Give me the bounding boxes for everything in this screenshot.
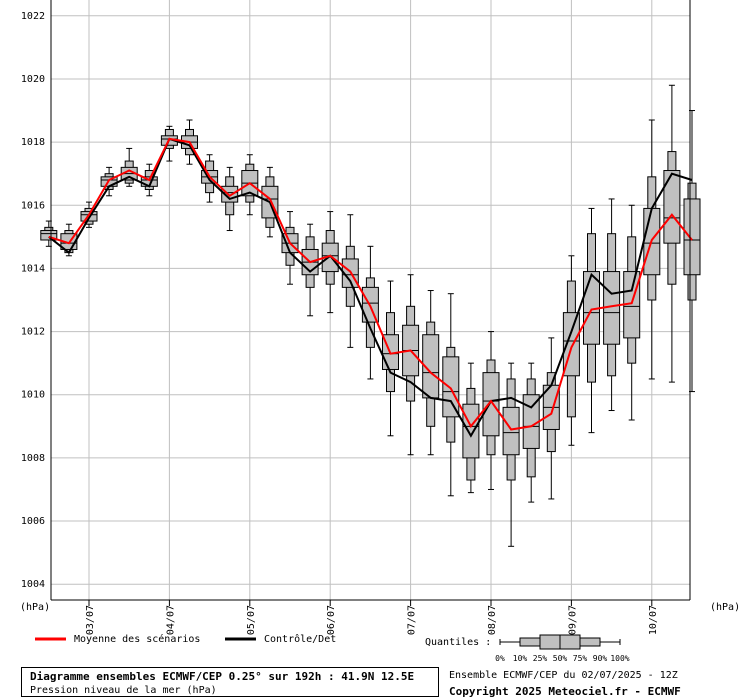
y-tick-label: 1012 [21, 327, 45, 338]
x-tick-label: 03/07 [85, 605, 96, 635]
quantiles-ticks: 0% 10% 25% 50% 75% 90% 100% [495, 654, 630, 663]
legend-mean-label: Moyenne des scénarios [74, 633, 200, 645]
control-line [48, 137, 693, 438]
ensemble-box [683, 110, 701, 393]
x-axis-labels: 03/07 04/07 05/07 06/07 07/07 08/07 09/07 10/07 [85, 605, 659, 635]
y-tick-label: 1004 [21, 579, 45, 590]
y-tick-label: 1022 [21, 11, 45, 22]
y-tick-label: 1020 [21, 74, 45, 85]
run-info: Ensemble ECMWF/CEP du 02/07/2025 - 12Z [449, 670, 678, 681]
quantiles-label: Quantiles : [425, 637, 491, 648]
quantile-tick-label: 90% [593, 654, 608, 663]
quantile-tick-label: 75% [573, 654, 588, 663]
quantile-tick-label: 25% [533, 654, 548, 663]
x-tick-label: 08/07 [487, 605, 498, 635]
box-p25-p75 [442, 356, 460, 418]
box-p25-p75 [502, 406, 520, 456]
y-tick-label: 1006 [21, 516, 45, 527]
ensemble-box [583, 207, 600, 434]
ensemble-chart: 1004 1006 1008 1010 1012 1014 1016 1018 1020 1022… [20, 0, 740, 663]
y-tick-label: 1018 [21, 137, 45, 148]
chart-title: Diagramme ensembles ECMWF/CEP 0.25° sur … [30, 670, 415, 683]
y-unit-left: (hPa) [20, 602, 50, 613]
x-tick-label: 05/07 [246, 605, 257, 635]
title-box: Diagramme ensembles ECMWF/CEP 0.25° sur … [21, 667, 439, 697]
legend-control-label: Contrôle/Det [264, 633, 336, 645]
box-p25-p75 [522, 394, 540, 449]
x-tick-label: 04/07 [165, 605, 176, 635]
x-tick-label: 07/07 [407, 605, 418, 635]
copyright: Copyright 2025 Meteociel.fr - ECMWF [449, 685, 681, 698]
box-p25-p75 [462, 403, 480, 459]
x-tick-label: 06/07 [326, 605, 337, 635]
y-tick-label: 1010 [21, 390, 45, 401]
box-p25-p75 [683, 198, 701, 276]
x-tick-label: 10/07 [648, 605, 659, 635]
ensemble-box [663, 84, 681, 383]
mean-line [48, 137, 693, 431]
x-tick-label: 09/07 [567, 605, 578, 635]
y-axis-labels: 1004 1006 1008 1010 1012 1014 1016 1018 1020 1022 [21, 11, 45, 590]
box-p25-p75 [40, 230, 58, 241]
chart-subtitle: Pression niveau de la mer (hPa) [30, 685, 217, 696]
y-unit-right: (hPa) [710, 602, 740, 613]
ensemble-box [522, 362, 540, 503]
quantile-tick-label: 10% [513, 654, 528, 663]
ensemble-box [40, 220, 58, 247]
quantile-tick-label: 0% [495, 654, 505, 663]
quantile-tick-label: 50% [553, 654, 568, 663]
quantiles-key [499, 634, 621, 650]
box-p25-p75 [482, 372, 500, 437]
grid [51, 0, 690, 606]
y-tick-label: 1016 [21, 200, 45, 211]
quantile-tick-label: 100% [610, 654, 629, 663]
box-p25-p75 [663, 170, 681, 244]
y-tick-label: 1008 [21, 453, 45, 464]
y-tick-label: 1014 [21, 263, 45, 274]
